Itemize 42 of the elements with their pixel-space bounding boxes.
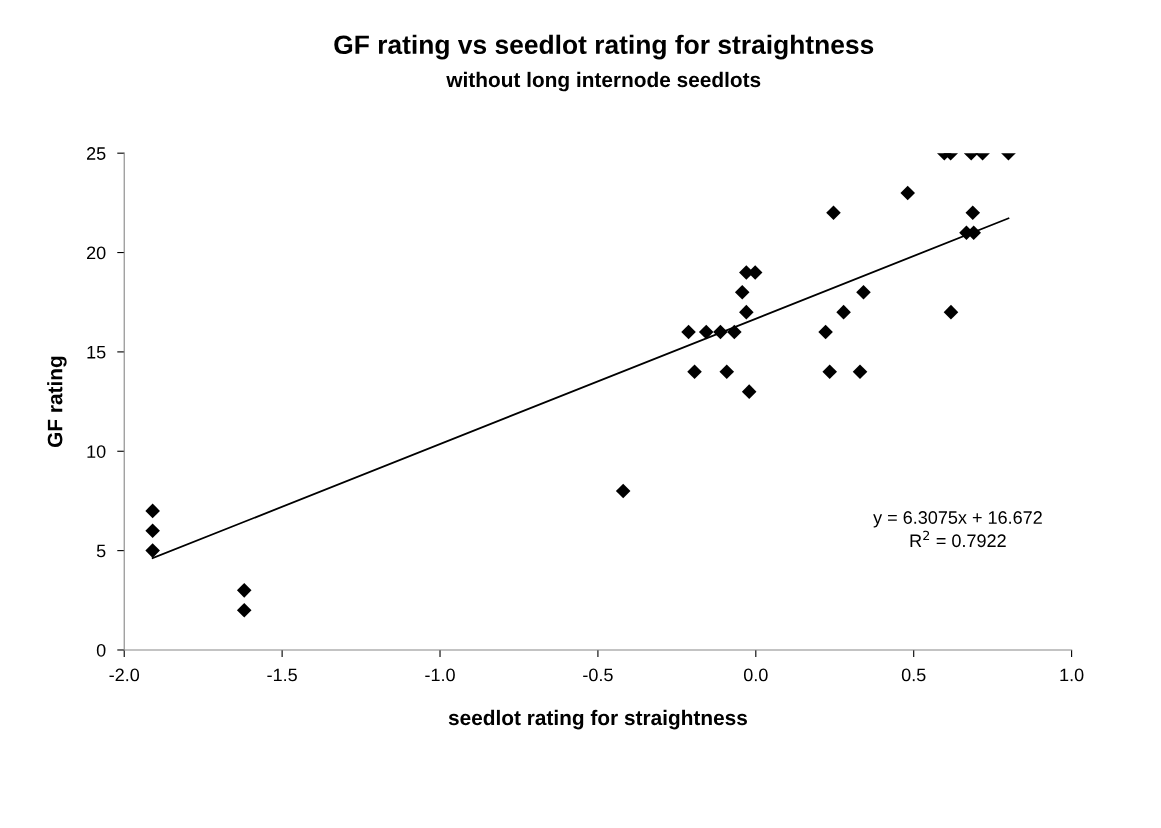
annotation: y = 6.3075x + 16.672 R$^{2}$ = 0.7922: [873, 511, 1042, 548]
point: [727, 324, 742, 340]
point: [687, 364, 702, 380]
x-tick-label: 1.0: [1060, 668, 1084, 682]
point: [900, 185, 915, 201]
point: [734, 285, 750, 300]
y-tick-label: 0: [96, 643, 106, 657]
x-tick-label: 0.0: [743, 668, 768, 682]
point: [836, 304, 851, 320]
x-tick-label: -1.5: [267, 668, 297, 682]
point: [713, 324, 728, 340]
point: [965, 205, 981, 221]
point: [741, 384, 757, 399]
x-tick-label: -2.0: [109, 668, 140, 682]
y-tick-label: 5: [96, 544, 106, 558]
point: [145, 503, 160, 519]
chart-subtitle: without long internode seedlots: [446, 71, 761, 92]
point: [615, 483, 631, 499]
chart-title: GF rating vs seedlot rating for straightness: [334, 34, 874, 60]
x-tick-label: -1.0: [425, 668, 455, 682]
y-tick-label: 15: [87, 346, 106, 359]
point: [698, 324, 714, 340]
point: [719, 364, 735, 380]
x-tick-label: -0.5: [583, 668, 613, 682]
point: [822, 364, 837, 380]
y-axis-title: GF rating: [47, 356, 67, 448]
y-tick-label: 10: [87, 445, 106, 458]
point: [236, 583, 252, 598]
point: [739, 304, 754, 320]
point: [236, 602, 252, 618]
point: [818, 324, 833, 340]
y-tick-label: 25: [87, 147, 106, 160]
x-axis-title: seedlot rating for straightness: [448, 709, 747, 730]
point: [856, 285, 871, 300]
y-tick-label: 20: [87, 246, 106, 260]
point: [145, 523, 160, 539]
point: [826, 205, 841, 221]
point: [145, 543, 160, 558]
point: [852, 364, 868, 380]
point: [943, 304, 959, 320]
point: [681, 324, 696, 340]
x-tick-label: 0.5: [901, 668, 926, 682]
